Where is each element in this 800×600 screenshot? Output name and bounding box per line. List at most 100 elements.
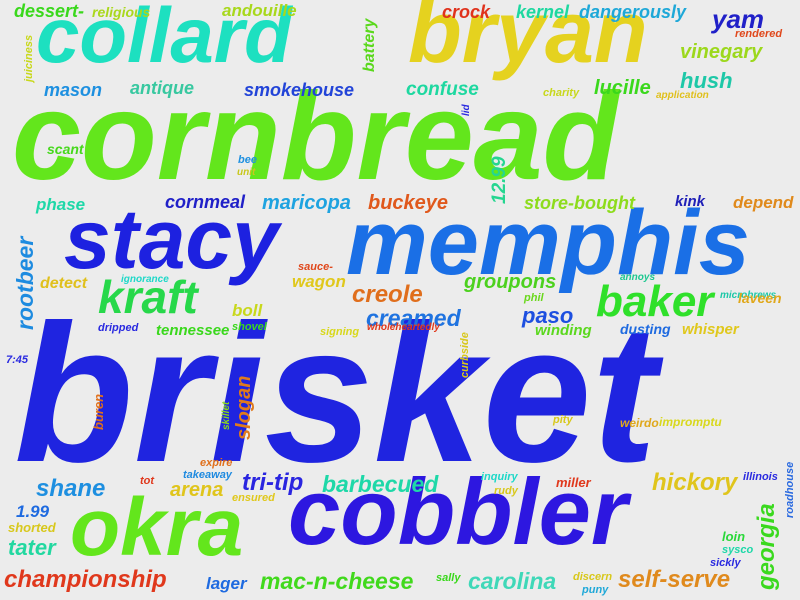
word-microbrews: microbrews <box>720 290 777 301</box>
word-tri-tip: tri-tip <box>242 469 304 496</box>
word-loin: loin <box>722 529 746 544</box>
word-rudy: rudy <box>494 485 518 497</box>
word-bee: bee <box>238 154 257 166</box>
word-curbside: curbside <box>459 332 471 378</box>
word-cornmeal: cornmeal <box>165 192 246 212</box>
word-smokehouse: smokehouse <box>244 80 355 100</box>
word-slogan: slogan <box>233 375 255 440</box>
word-shorted: shorted <box>8 520 56 535</box>
word-groupons: groupons <box>464 271 557 293</box>
word-sauce: sauce- <box>298 261 333 273</box>
word-buren: buren <box>91 393 106 430</box>
word-lid: lid <box>461 104 472 116</box>
word-12-99: 12.99 <box>489 156 510 204</box>
word-juiciness: juiciness <box>23 34 35 82</box>
word-scant: scant <box>47 141 84 157</box>
word-dangerously: dangerously <box>579 2 687 22</box>
word-pity: pity <box>553 414 573 426</box>
word-tennessee: tennessee <box>156 322 230 339</box>
word-mason: mason <box>44 80 103 100</box>
word-ignorance: ignorance <box>121 274 169 285</box>
word-application: application <box>656 90 709 101</box>
word-kraft: kraft <box>98 271 198 323</box>
word-okra: okra <box>70 482 244 573</box>
word-self-serve: self-serve <box>618 566 731 593</box>
word-7-45: 7:45 <box>6 354 29 366</box>
word-detect: detect <box>40 275 88 292</box>
word-illinois: illinois <box>743 471 778 483</box>
word-unit: unit <box>237 167 256 178</box>
word-championship: championship <box>4 566 167 593</box>
word-paso: paso <box>522 303 574 328</box>
word-bryan: bryan <box>408 0 648 81</box>
word-battery: battery <box>361 18 378 72</box>
word-arena: arena <box>170 479 224 501</box>
word-kernel: kernel <box>516 2 570 22</box>
word-signing: signing <box>320 326 360 338</box>
word-wagon: wagon <box>292 272 346 291</box>
word-maricopa: maricopa <box>262 192 351 214</box>
word-roadhouse: roadhouse <box>784 461 796 518</box>
word-creole: creole <box>352 281 423 308</box>
word-collard: collard <box>36 0 292 79</box>
word-depend: depend <box>733 193 794 212</box>
word-discern: discern <box>573 571 613 583</box>
word-winding: winding <box>535 322 592 339</box>
word-skillet: skillet <box>221 401 232 430</box>
word-stacy: stacy <box>64 192 279 286</box>
word-takeaway: takeaway <box>183 469 232 481</box>
word-ensured: ensured <box>232 492 275 504</box>
word-lager: lager <box>206 574 247 593</box>
word-tot: tot <box>140 475 155 487</box>
word-impromptu: impromptu <box>659 415 722 429</box>
word-crock: crock <box>442 2 491 22</box>
word-miller: miller <box>556 475 591 490</box>
word-brisket: brisket <box>14 284 657 503</box>
word-sysco: sysco <box>722 544 754 556</box>
word-inquiry: inquiry <box>481 471 518 483</box>
word-tater: tater <box>8 535 56 560</box>
word-carolina: carolina <box>468 568 557 594</box>
word-dusting: dusting <box>620 321 671 337</box>
word-yam: yam <box>712 4 765 34</box>
word-wholeheartedly: wholeheartedly <box>367 322 440 333</box>
word-georgia: georgia <box>753 503 780 590</box>
word-phase: phase <box>36 195 86 214</box>
word-hickory: hickory <box>652 469 738 496</box>
word-shane: shane <box>36 475 106 502</box>
word-laveen: laveen <box>738 290 782 306</box>
word-store-bought: store-bought <box>524 193 635 213</box>
word-barbecued: barbecued <box>322 471 439 497</box>
word-confuse: confuse <box>406 79 479 100</box>
word-rootbeer: rootbeer <box>12 236 38 330</box>
word-expire: expire <box>200 457 233 469</box>
word-charity: charity <box>543 87 580 99</box>
word-whisper: whisper <box>682 321 739 338</box>
word-boll: boll <box>232 301 263 320</box>
word-puny: puny <box>582 584 609 596</box>
word-sickly: sickly <box>710 557 741 569</box>
word-dessert: dessert- <box>14 1 85 21</box>
word-weirdo: weirdo <box>620 416 659 430</box>
word-vinegary: vinegary <box>680 41 763 63</box>
word-dripped: dripped <box>98 322 139 334</box>
word-memphis: memphis <box>346 192 750 294</box>
word-sally: sally <box>436 572 461 584</box>
word-kink: kink <box>675 193 706 210</box>
word-lucille: lucille <box>594 77 651 99</box>
word-buckeye: buckeye <box>368 192 449 214</box>
word-baker: baker <box>596 277 714 326</box>
word-hush: hush <box>680 68 733 93</box>
word-shovel: shovel <box>232 321 267 333</box>
word-1-99: 1.99 <box>16 502 50 521</box>
word-antique: antique <box>130 78 195 98</box>
word-cornbread: cornbread <box>12 68 619 206</box>
word-phil: phil <box>524 292 544 304</box>
word-andouille: andouille <box>222 1 297 20</box>
word-cobbler: cobbler <box>288 459 628 564</box>
word-religious: religious <box>92 4 151 20</box>
word-creamed: creamed <box>366 305 461 331</box>
word-annoys: annoys <box>620 272 656 283</box>
word-rendered: rendered <box>735 28 783 40</box>
